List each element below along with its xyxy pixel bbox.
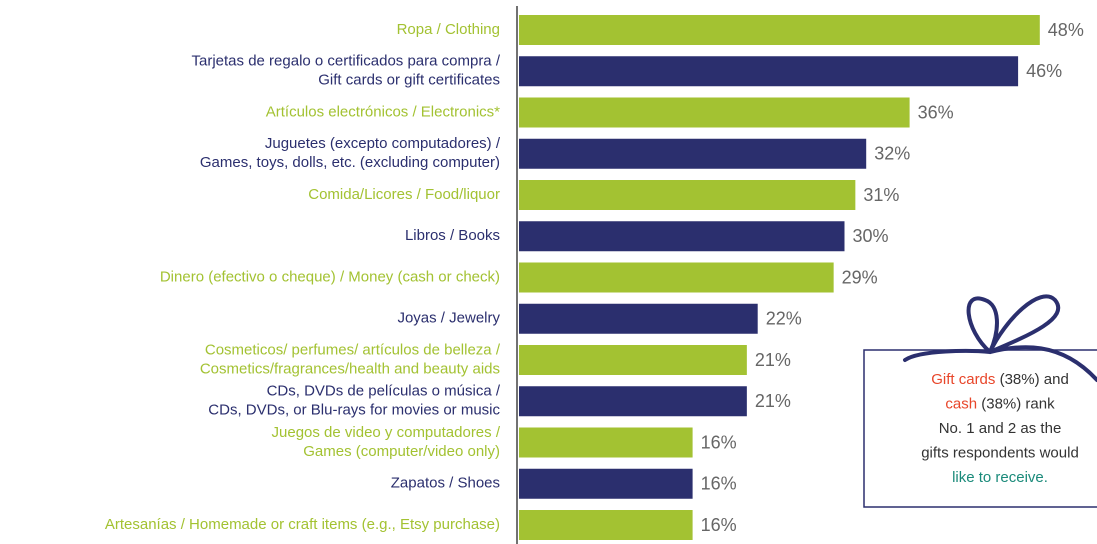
annotation-segment: gifts respondents would (921, 444, 1079, 461)
category-label: Comida/Licores / Food/liquor (308, 186, 500, 203)
category-label: Games, toys, dolls, etc. (excluding comp… (200, 154, 500, 171)
value-label: 16% (701, 515, 737, 535)
bar (519, 221, 845, 252)
annotation-segment: like to receive. (952, 469, 1048, 486)
category-label: Dinero (efectivo o cheque) / Money (cash… (160, 268, 500, 285)
value-label: 22% (766, 309, 802, 329)
annotation-text: Gift cards (38%) and (931, 371, 1069, 388)
bar (519, 56, 1019, 87)
bar (519, 97, 910, 128)
value-label: 31% (863, 185, 899, 205)
annotation-text: gifts respondents would (921, 444, 1079, 461)
bar (519, 138, 867, 169)
bar (519, 427, 693, 458)
value-label: 16% (701, 474, 737, 494)
annotation-segment: (38%) rank (977, 395, 1055, 412)
value-label: 21% (755, 350, 791, 370)
category-label: Ropa / Clothing (397, 21, 500, 38)
bar (519, 510, 693, 540)
bar (519, 180, 856, 210)
category-label: Juegos de video y computadores / (272, 424, 501, 441)
annotation-segment: (38%) and (995, 371, 1068, 388)
annotation-text: cash (38%) rank (945, 395, 1055, 412)
annotation-segment: cash (945, 395, 977, 412)
category-label: Gift cards or gift certificates (318, 72, 500, 89)
bar (519, 345, 747, 375)
category-label: Joyas / Jewelry (397, 310, 500, 327)
bar (519, 15, 1040, 45)
value-label: 16% (701, 432, 737, 452)
annotation-segment: No. 1 and 2 as the (939, 420, 1062, 437)
category-label: Cosmetics/fragrances/health and beauty a… (200, 360, 500, 377)
value-label: 21% (755, 391, 791, 411)
category-label: Artículos electrónicos / Electronics* (266, 103, 500, 120)
value-label: 30% (853, 226, 889, 246)
annotation-segment: Gift cards (931, 371, 995, 388)
value-label: 36% (918, 102, 954, 122)
category-label: Artesanías / Homemade or craft items (e.… (105, 516, 500, 533)
category-label: Games (computer/video only) (303, 443, 500, 460)
value-label: 46% (1026, 61, 1062, 81)
value-label: 29% (842, 267, 878, 287)
value-label: 32% (874, 144, 910, 164)
category-label: Libros / Books (405, 227, 500, 244)
annotation-text: like to receive. (952, 469, 1048, 486)
category-label: Juguetes (excepto computadores) / (265, 135, 501, 152)
category-label: CDs, DVDs, or Blu-rays for movies or mus… (208, 402, 500, 419)
value-label: 48% (1048, 20, 1084, 40)
bar (519, 468, 693, 499)
category-label: Cosmeticos/ perfumes/ artículos de belle… (205, 341, 501, 358)
category-label: Tarjetas de regalo o certificados para c… (192, 53, 501, 70)
bar (519, 262, 834, 293)
bar (519, 303, 758, 334)
bar (519, 386, 747, 417)
category-label: CDs, DVDs de películas o música / (267, 383, 501, 400)
ribbon-icon (903, 294, 1097, 382)
annotation-text: No. 1 and 2 as the (939, 420, 1062, 437)
category-label: Zapatos / Shoes (391, 475, 500, 492)
